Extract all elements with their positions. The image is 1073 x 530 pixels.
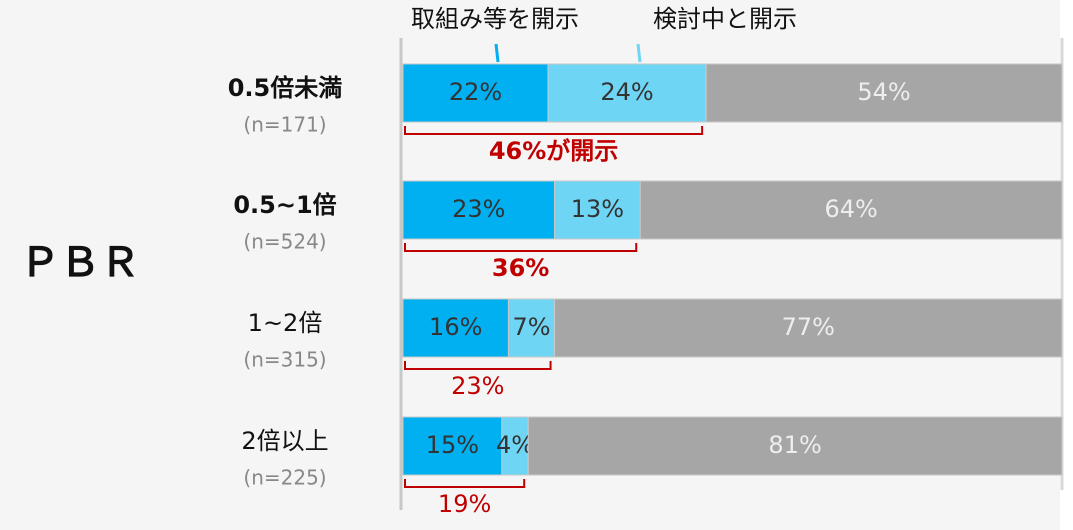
bracket [404, 479, 526, 488]
bracket [404, 361, 552, 370]
category-note: (n=524) [243, 230, 326, 254]
bar-segment [402, 180, 556, 240]
value-label: 23% [452, 195, 505, 223]
bar-segment [705, 63, 1063, 123]
legend-pointer [494, 43, 500, 63]
category-label: 1~2倍 [248, 309, 323, 337]
bar-segment [527, 416, 1063, 476]
legend-label: 取組み等を開示 [411, 5, 579, 33]
bracket-label: 36% [492, 254, 549, 282]
value-label: 81% [768, 431, 821, 459]
value-label: 22% [449, 78, 502, 106]
bar-segment [547, 63, 707, 123]
bracket [404, 243, 638, 252]
value-label: 15% [426, 431, 479, 459]
value-label: 64% [824, 195, 877, 223]
category-label: 0.5倍未満 [228, 74, 343, 102]
bracket-label: 46%が開示 [489, 137, 618, 165]
bar-segment [402, 63, 549, 123]
value-label: 16% [429, 313, 482, 341]
bar-segment [554, 180, 641, 240]
bar-segment [554, 298, 1063, 358]
bracket-label: 23% [451, 372, 504, 400]
bracket [404, 126, 704, 135]
legend-pointer [636, 43, 642, 63]
category-note: (n=315) [243, 348, 326, 372]
category-label: 0.5~1倍 [233, 191, 336, 219]
value-label: 13% [571, 195, 624, 223]
axis-label: ＰＢＲ [20, 240, 140, 286]
value-label: 77% [782, 313, 835, 341]
category-note: (n=225) [243, 466, 326, 490]
legend-label: 検討中と開示 [653, 5, 797, 33]
bracket-label: 19% [438, 490, 491, 518]
value-label: 54% [857, 78, 910, 106]
bar-segment [639, 180, 1063, 240]
category-label: 2倍以上 [241, 427, 328, 455]
bar-segment [501, 416, 529, 476]
value-label: 7% [512, 313, 550, 341]
value-label: 24% [600, 78, 653, 106]
category-note: (n=171) [243, 113, 326, 137]
